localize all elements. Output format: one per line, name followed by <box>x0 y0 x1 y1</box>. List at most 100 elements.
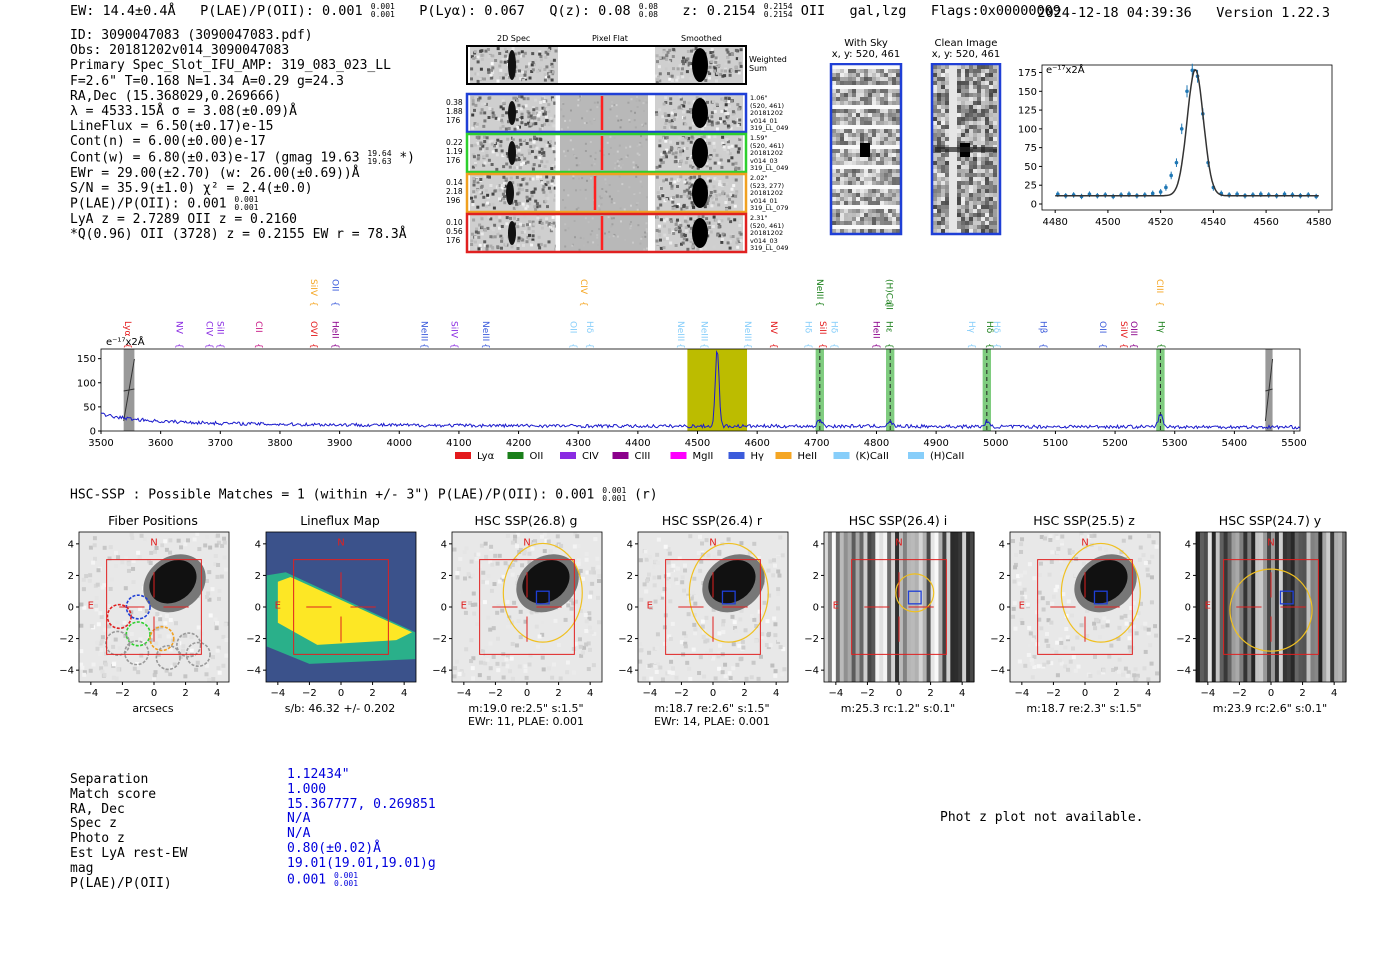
noise-pixel <box>553 618 558 623</box>
noise-pixel <box>670 197 674 201</box>
noise-pixel <box>733 48 736 52</box>
image-pixel <box>969 89 973 93</box>
image-pixel <box>840 177 844 181</box>
noise-pixel <box>776 569 781 574</box>
image-pixel <box>981 65 985 69</box>
line-id-text: CIV <box>578 279 588 295</box>
noise-pixel <box>1032 576 1037 581</box>
image-pixel <box>969 225 973 229</box>
image-pixel <box>965 81 969 85</box>
noise-pixel <box>483 175 487 179</box>
noise-pixel <box>471 656 476 661</box>
image-pixel <box>969 113 973 117</box>
noise-pixel <box>123 586 128 591</box>
image-pixel <box>840 109 844 113</box>
galaxy <box>1080 560 1128 604</box>
line-id-text: NeIII <box>814 279 824 299</box>
noise-pixel <box>482 142 486 146</box>
image-pixel <box>977 141 981 145</box>
noise-pixel <box>674 155 678 159</box>
image-pixel <box>993 81 997 85</box>
image-pixel <box>884 149 888 153</box>
image-pixel <box>977 197 981 201</box>
north-label: N <box>337 537 344 548</box>
noise-pixel <box>616 163 619 166</box>
noise-pixel <box>524 675 529 680</box>
image-pixel <box>860 229 864 233</box>
noise-pixel <box>1042 662 1047 667</box>
noise-pixel <box>773 563 778 568</box>
noise-pixel <box>539 138 543 142</box>
image-pixel <box>969 213 973 217</box>
spec2d-cell <box>560 95 648 131</box>
noise-pixel <box>674 222 678 226</box>
noise-pixel <box>471 165 475 169</box>
image-pixel <box>856 125 860 129</box>
match-separation: 1.12434" <box>287 767 350 782</box>
noise-pixel <box>153 549 158 554</box>
noise-pixel <box>726 114 730 118</box>
image-pixel <box>892 65 896 69</box>
spec2d-cutouts <box>465 45 748 254</box>
image-pixel <box>872 129 876 133</box>
noise-pixel <box>754 639 759 644</box>
noise-pixel <box>509 656 514 661</box>
noise-pixel <box>638 659 643 664</box>
noise-pixel <box>705 651 710 656</box>
line-id-label: Hε{ <box>884 321 894 349</box>
image-pixel <box>896 113 900 117</box>
image-pixel <box>969 153 973 157</box>
x-tick-label: 5100 <box>1043 438 1068 449</box>
noise-pixel <box>492 206 496 210</box>
legend-swatch <box>728 452 745 459</box>
noise-pixel <box>693 631 698 636</box>
noise-pixel <box>547 138 551 142</box>
noise-pixel <box>102 545 107 550</box>
image-pixel <box>876 225 880 229</box>
image-pixel <box>981 209 985 213</box>
fov-box <box>851 559 947 655</box>
noise-pixel <box>487 203 491 207</box>
noise-pixel <box>164 668 169 673</box>
spectrum-highlight-fit_window <box>687 349 748 431</box>
noise-pixel <box>82 605 87 610</box>
noise-pixel <box>731 194 735 198</box>
image-pixel <box>864 197 868 201</box>
noise-pixel <box>530 63 534 67</box>
image-pixel <box>957 77 961 81</box>
image-pixel <box>981 229 985 233</box>
noise-pixel <box>708 179 712 183</box>
image-pixel <box>892 85 896 89</box>
y-tick-label: 2 <box>255 571 261 582</box>
image-pixel <box>840 141 844 145</box>
noise-pixel <box>100 585 105 590</box>
noise-pixel <box>681 137 685 141</box>
image-pixel <box>973 109 977 113</box>
noise-pixel <box>1147 534 1152 539</box>
noise-pixel <box>662 238 666 241</box>
noise-pixel <box>486 675 491 680</box>
noise-pixel <box>585 570 590 575</box>
noise-pixel <box>544 183 548 186</box>
noise-pixel <box>656 537 661 542</box>
noise-pixel <box>536 113 540 117</box>
image-pixel <box>941 141 945 145</box>
noise-pixel <box>669 97 673 101</box>
cell-bg <box>560 135 648 171</box>
image-pixel <box>969 97 973 101</box>
noise-pixel <box>1049 559 1054 564</box>
x-tick-label: −4 <box>270 688 285 699</box>
line-id-brace: { <box>308 301 318 307</box>
match-label: Spec z <box>70 816 117 832</box>
noise-pixel <box>534 624 539 629</box>
noise-pixel <box>542 190 546 194</box>
image-pixel <box>969 105 973 109</box>
noise-pixel <box>686 595 691 600</box>
noise-pixel <box>1105 619 1110 624</box>
image-pixel <box>848 161 852 165</box>
noise-pixel <box>513 127 517 131</box>
image-pixel <box>993 69 997 73</box>
noise-pixel <box>676 185 679 188</box>
info-id: ID: 3090047083 (3090047083.pdf) <box>70 28 313 43</box>
noise-pixel <box>549 60 553 64</box>
